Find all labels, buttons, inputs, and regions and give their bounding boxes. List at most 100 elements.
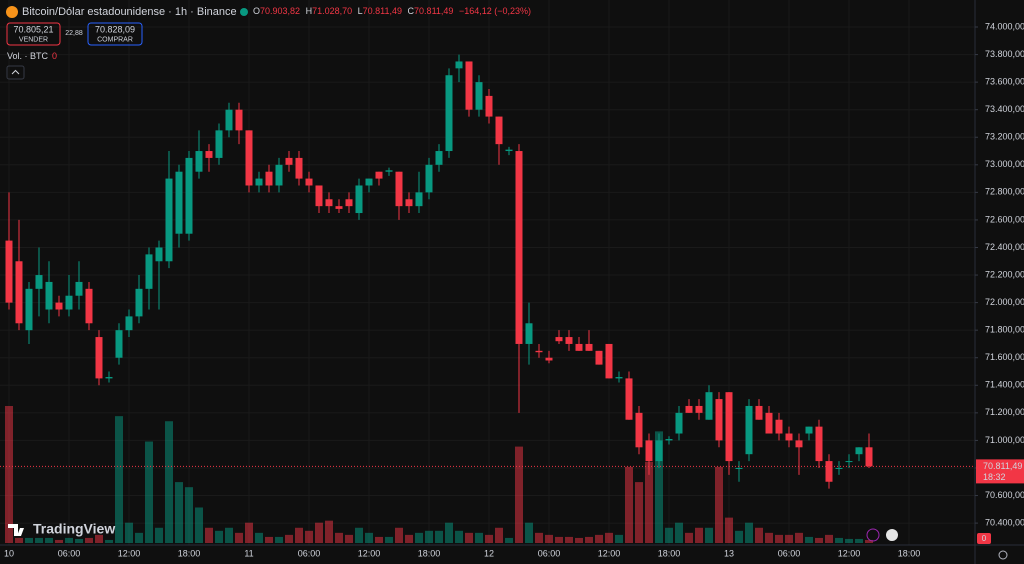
buy-label: COMPRAR — [97, 36, 133, 43]
candle-body — [375, 171, 383, 179]
countdown: 18:32 — [983, 472, 1006, 482]
volume-bar — [835, 537, 843, 543]
volume-bar — [125, 522, 133, 543]
volume-bar — [865, 539, 873, 543]
volume-bar — [315, 522, 323, 543]
volume-bar — [615, 534, 623, 543]
volume-bar — [455, 530, 463, 543]
candle-body — [725, 392, 733, 462]
candle-body — [585, 343, 593, 351]
c-val: 70.811,49 — [414, 6, 453, 16]
candle-body — [35, 275, 43, 289]
volume-bar — [595, 534, 603, 543]
x-tick-label: 18:00 — [178, 548, 201, 558]
x-tick-label: 12:00 — [118, 548, 141, 558]
candle-body — [195, 151, 203, 172]
candle-body — [825, 461, 833, 482]
volume-bar — [215, 530, 223, 543]
candle-body — [485, 95, 493, 117]
candle-body — [65, 295, 73, 310]
candle-body — [255, 178, 263, 186]
candle-body — [605, 343, 613, 379]
volume-bar — [775, 534, 783, 543]
candle-body — [795, 440, 803, 448]
volume-bar — [695, 527, 703, 543]
volume-bar — [275, 536, 283, 543]
x-tick-label: 13 — [724, 548, 734, 558]
candle-body — [535, 350, 543, 353]
volume-bar — [115, 416, 123, 543]
candle-body — [155, 247, 163, 262]
candle-body — [385, 170, 393, 172]
sell-button[interactable] — [6, 22, 61, 46]
candle-body — [165, 178, 173, 262]
volume-bar — [325, 520, 333, 543]
volume-bar — [365, 532, 373, 543]
volume-bar — [185, 487, 193, 543]
x-tick-label: 11 — [244, 548, 253, 558]
volume-bar — [465, 532, 473, 543]
volume-bar — [855, 538, 863, 543]
logo-icon — [8, 524, 24, 536]
candle-body — [125, 316, 133, 331]
volume-bar — [95, 534, 103, 543]
x-tick-label: 06:00 — [298, 548, 321, 558]
volume-bar — [355, 527, 363, 543]
candle-body — [225, 109, 233, 131]
volume-bar — [265, 536, 273, 543]
volume-bar — [485, 534, 493, 543]
x-tick-label: 12:00 — [598, 548, 621, 558]
candle-body — [855, 447, 863, 455]
y-tick-label: 72.000,00 — [985, 297, 1024, 307]
y-tick-label: 72.200,00 — [985, 269, 1024, 279]
y-tick-label: 71.200,00 — [985, 407, 1024, 417]
settings-icon[interactable] — [998, 550, 1008, 560]
candle-body — [765, 412, 773, 434]
volume-bar — [545, 534, 553, 543]
volume-bar — [505, 537, 513, 543]
symbol-title: Bitcoin/Dólar estadounidense · 1h · Bina… — [22, 6, 237, 18]
volume-bar — [635, 482, 643, 543]
btc-icon — [6, 6, 18, 18]
volume-bar — [85, 537, 93, 543]
flag-icon[interactable] — [886, 529, 898, 541]
volume-bar — [285, 534, 293, 543]
y-tick-label: 71.800,00 — [985, 325, 1024, 335]
l-val: 70.811,49 — [363, 6, 402, 16]
candle-body — [325, 199, 333, 207]
buy-button[interactable] — [87, 22, 143, 46]
volume-bar — [235, 532, 243, 543]
volume-bar — [735, 530, 743, 543]
candle-body — [365, 178, 373, 186]
volume-bar — [155, 527, 163, 543]
volume-bar — [445, 522, 453, 543]
y-tick-label: 73.000,00 — [985, 159, 1024, 169]
candle-body — [85, 288, 93, 324]
candle-body — [615, 377, 623, 379]
candle-body — [675, 412, 683, 434]
last-price-label: 70.811,49 — [983, 461, 1022, 471]
volume-bar — [605, 532, 613, 543]
volume-bar — [255, 532, 263, 543]
volume-bar — [435, 530, 443, 543]
volume-label: Vol. · BTC 0 — [7, 51, 57, 61]
candle-body — [405, 199, 413, 207]
candle-body — [515, 151, 523, 344]
candle-body — [345, 199, 353, 207]
candle-body — [445, 75, 453, 152]
x-tick-label: 18:00 — [658, 548, 681, 558]
candle-body — [565, 337, 573, 344]
volume-bar — [145, 441, 153, 543]
candle-body — [185, 157, 193, 234]
volume-bar — [35, 537, 43, 543]
h-key: H — [306, 6, 313, 16]
volume-bar — [495, 527, 503, 543]
candle-body — [455, 61, 463, 69]
collapse-button[interactable] — [6, 65, 25, 80]
events-icon[interactable] — [866, 528, 880, 542]
volume-bar — [45, 537, 53, 543]
volume-value: 0 — [52, 51, 57, 61]
candle-body — [275, 164, 283, 186]
